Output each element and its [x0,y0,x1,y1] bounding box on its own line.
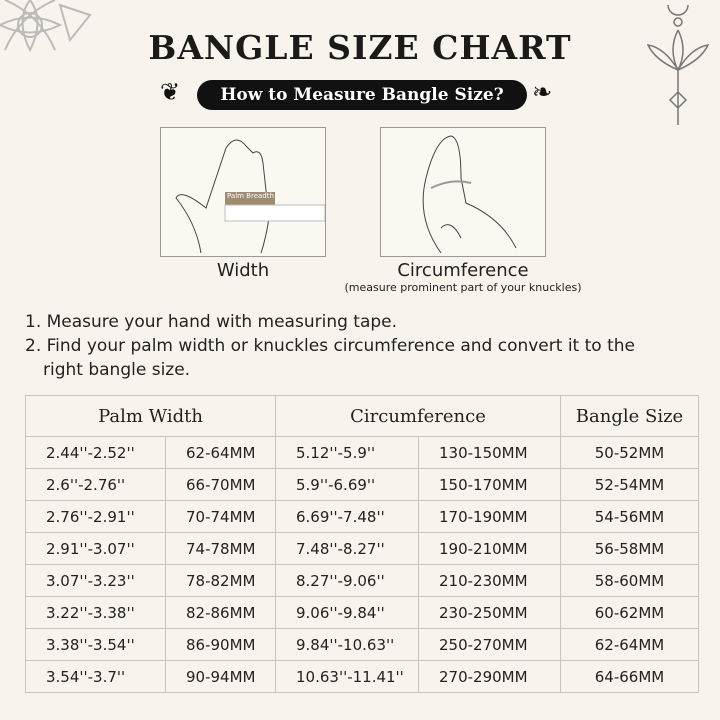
circ-inch-cell: 9.06''-9.84'' [275,596,419,629]
flourish-right-icon: ❧ [532,78,553,106]
palm-inch-cell: 2.6''-2.76'' [25,468,166,501]
palm-mm-cell: 86-90MM [165,628,276,661]
circ-inch-cell: 7.48''-8.27'' [275,532,419,565]
table-row: 3.07''-3.23'' 78-82MM 8.27''-9.06'' 210-230… [25,564,699,597]
circ-mm-cell: 230-250MM [418,596,561,629]
bangle-size-cell: 56-58MM [560,532,699,565]
palm-inch-cell: 3.07''-3.23'' [25,564,166,597]
circ-mm-cell: 190-210MM [418,532,561,565]
table-row: 2.6''-2.76'' 66-70MM 5.9''-6.69'' 150-170MM… [25,468,699,501]
bangle-size-cell: 50-52MM [560,436,699,469]
table-row: 3.54''-3.7'' 90-94MM 10.63''-11.41'' 270-29… [25,660,699,693]
palm-inch-cell: 2.91''-3.07'' [25,532,166,565]
palm-mm-cell: 70-74MM [165,500,276,533]
flourish-left-icon: ❦ [160,78,181,106]
step-2: 2. Find your palm width or knuckles circ… [25,336,635,356]
circ-mm-cell: 270-290MM [418,660,561,693]
table-row: 3.38''-3.54'' 86-90MM 9.84''-10.63'' 250-27… [25,628,699,661]
mandala-ornament-icon [0,0,92,53]
circ-mm-cell: 150-170MM [418,468,561,501]
bangle-size-cell: 52-54MM [560,468,699,501]
circ-mm-cell: 210-230MM [418,564,561,597]
palm-mm-cell: 66-70MM [165,468,276,501]
circ-mm-cell: 250-270MM [418,628,561,661]
circ-inch-cell: 9.84''-10.63'' [275,628,419,661]
bangle-size-cell: 62-64MM [560,628,699,661]
header-bangle-size: Bangle Size [560,395,699,437]
bangle-size-cell: 54-56MM [560,500,699,533]
header-palm-width: Palm Width [25,395,276,437]
palm-inch-cell: 3.54''-3.7'' [25,660,166,693]
table-row: 2.44''-2.52'' 62-64MM 5.12''-5.9'' 130-150M… [25,436,699,469]
page-title: BANGLE SIZE CHART [148,28,572,67]
instructions: 1. Measure your hand with measuring tape… [25,310,635,382]
circ-mm-cell: 130-150MM [418,436,561,469]
size-table: Palm Width Circumference Bangle Size 2.4… [25,395,699,693]
circumference-caption: Circumference [397,260,529,281]
circumference-note: (measure prominent part of your knuckles… [344,281,582,294]
knuckle-circumference-illustration [380,127,546,257]
palm-mm-cell: 62-64MM [165,436,276,469]
palm-mm-cell: 78-82MM [165,564,276,597]
bangle-size-cell: 64-66MM [560,660,699,693]
circ-mm-cell: 170-190MM [418,500,561,533]
subtitle-badge: How to Measure Bangle Size? [197,80,527,110]
ruler-label: Palm Breadth [227,192,274,200]
table-header-row: Palm Width Circumference Bangle Size [25,395,699,437]
palm-inch-cell: 2.76''-2.91'' [25,500,166,533]
circ-inch-cell: 5.9''-6.69'' [275,468,419,501]
table-row: 2.76''-2.91'' 70-74MM 6.69''-7.48'' 170-190… [25,500,699,533]
step-2-cont: right bangle size. [43,360,191,380]
table-row: 3.22''-3.38'' 82-86MM 9.06''-9.84'' 230-250… [25,596,699,629]
palm-inch-cell: 3.38''-3.54'' [25,628,166,661]
palm-inch-cell: 3.22''-3.38'' [25,596,166,629]
width-caption: Width [216,260,270,281]
table-row: 2.91''-3.07'' 74-78MM 7.48''-8.27'' 190-210… [25,532,699,565]
palm-mm-cell: 82-86MM [165,596,276,629]
circ-inch-cell: 10.63''-11.41'' [275,660,419,693]
palm-inch-cell: 2.44''-2.52'' [25,436,166,469]
circ-inch-cell: 6.69''-7.48'' [275,500,419,533]
bangle-size-cell: 58-60MM [560,564,699,597]
palm-width-illustration: Palm Breadth [160,127,326,257]
circ-inch-cell: 5.12''-5.9'' [275,436,419,469]
palm-mm-cell: 74-78MM [165,532,276,565]
lotus-ornament-icon [646,4,710,125]
header-circumference: Circumference [275,395,561,437]
step-1: 1. Measure your hand with measuring tape… [25,312,398,332]
circ-inch-cell: 8.27''-9.06'' [275,564,419,597]
palm-mm-cell: 90-94MM [165,660,276,693]
bangle-size-cell: 60-62MM [560,596,699,629]
